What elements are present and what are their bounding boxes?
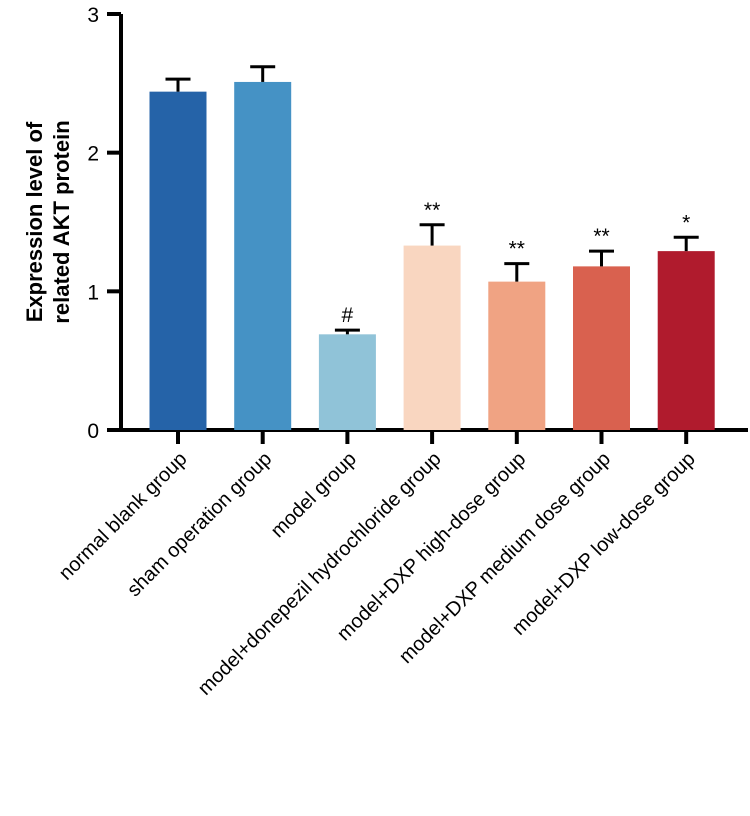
y-axis-title: Expression level of related AKT protein xyxy=(22,120,74,323)
bar xyxy=(573,266,630,430)
significance-marker: * xyxy=(682,211,690,234)
y-tick-label: 3 xyxy=(87,4,99,27)
significance-marker: ** xyxy=(424,199,440,222)
bar xyxy=(149,91,207,431)
bar xyxy=(234,81,292,431)
x-tick-label: sham operation group xyxy=(123,448,276,601)
bar xyxy=(318,334,376,430)
x-tick-label: model+DXP low-dose group xyxy=(508,448,700,640)
significance-marker: ** xyxy=(509,238,525,261)
y-axis-title-line-2: related AKT protein xyxy=(49,120,74,323)
significance-marker: # xyxy=(342,304,354,327)
significance-marker: ** xyxy=(593,225,609,248)
y-tick-label: 0 xyxy=(87,420,99,443)
y-tick-label: 1 xyxy=(87,281,99,304)
bar xyxy=(488,281,546,430)
y-ticks: 0 1 2 3 xyxy=(87,4,121,443)
x-tick-label: model group xyxy=(267,448,361,542)
y-axis-title-line-1: Expression level of xyxy=(22,121,47,322)
error-bars xyxy=(165,65,699,335)
significance-markers: #******* xyxy=(342,199,691,327)
y-tick-label: 2 xyxy=(87,143,99,166)
bar xyxy=(657,251,715,430)
bars xyxy=(149,81,715,431)
bar xyxy=(403,245,461,430)
